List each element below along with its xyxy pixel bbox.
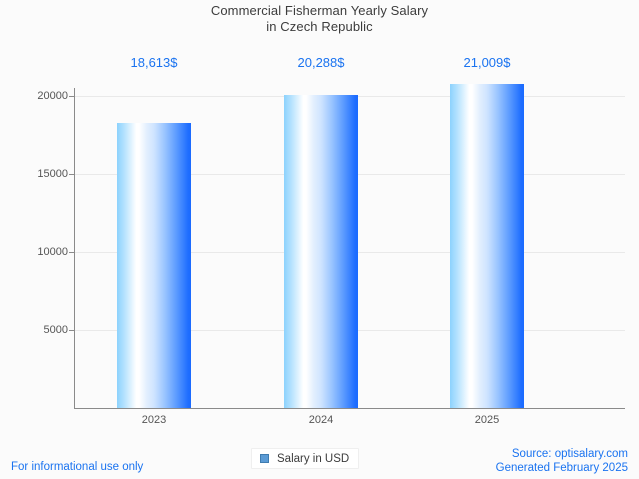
x-axis-line	[74, 408, 625, 409]
legend-swatch-icon	[260, 454, 269, 463]
x-tick-label-2023: 2023	[141, 414, 167, 426]
x-tick-label-2025: 2025	[474, 414, 500, 426]
bar-2024[interactable]	[284, 95, 358, 408]
y-axis-line	[74, 88, 75, 409]
source-text: Source: optisalary.com	[511, 448, 628, 460]
plot-area	[75, 84, 625, 408]
y-tick-mark-20000	[69, 96, 75, 97]
generated-text: Generated February 2025	[495, 462, 628, 474]
chart-title: Commercial Fisherman Yearly Salary in Cz…	[0, 3, 639, 35]
y-tick-mark-10000	[69, 252, 75, 253]
chart-legend[interactable]: Salary in USD	[251, 448, 360, 469]
chart-title-line-2: in Czech Republic	[266, 19, 373, 34]
bar-value-label-2025: 21,009$	[463, 55, 511, 70]
legend-item-label: Salary in USD	[277, 452, 350, 465]
bar-2023[interactable]	[117, 123, 191, 408]
y-tick-mark-5000	[69, 330, 75, 331]
bar-2025[interactable]	[450, 84, 524, 408]
y-tick-label-20000: 20000	[37, 90, 68, 102]
y-tick-label-5000: 5000	[43, 324, 68, 336]
y-tick-mark-15000	[69, 174, 75, 175]
disclaimer-text: For informational use only	[11, 461, 144, 473]
y-tick-label-10000: 10000	[37, 246, 68, 258]
bar-value-label-2024: 20,288$	[297, 55, 345, 70]
source-block: Source: optisalary.com Generated Februar…	[496, 447, 628, 475]
bar-value-label-2023: 18,613$	[130, 55, 178, 70]
x-tick-label-2024: 2024	[308, 414, 334, 426]
chart-title-line-1: Commercial Fisherman Yearly Salary	[210, 3, 429, 18]
y-tick-label-15000: 15000	[37, 168, 68, 180]
